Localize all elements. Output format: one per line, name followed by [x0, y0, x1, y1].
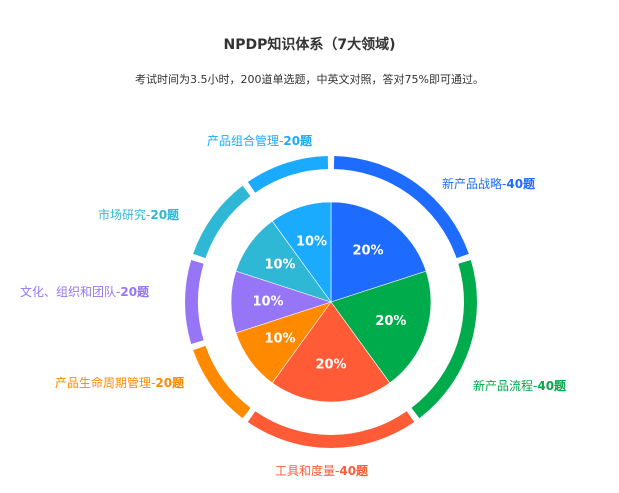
label-culture-organization-team: 文化、组织和团队-20题: [20, 285, 150, 299]
ring-segment-tools: [247, 411, 415, 449]
label-portfolio-management: 产品组合管理-20题: [207, 134, 313, 148]
pie-slice-portfolio: [271, 201, 332, 303]
ring-segment-research: [193, 185, 251, 259]
pie-slice-tools: [271, 301, 391, 403]
percent-label-portfolio: 10%: [296, 235, 327, 250]
ring-segment-lifecycle: [193, 345, 251, 419]
label-new-product-process: 新产品流程-40题: [473, 379, 567, 393]
label-new-product-strategy: 新产品战略-40题: [442, 177, 536, 191]
percent-label-tools: 20%: [315, 358, 346, 373]
ring-segment-culture: [184, 259, 204, 345]
ring-segment-strategy: [333, 156, 469, 259]
ring-segment-portfolio: [247, 156, 329, 193]
label-tools-and-metrics: 工具和度量-40题: [275, 464, 369, 478]
chart-subtitle: 考试时间为3.5小时，200道单选题，中英文对照，答对75%即可通过。: [135, 73, 484, 86]
pie-slice-strategy: [330, 201, 427, 303]
percent-label-process: 20%: [375, 314, 406, 329]
label-product-lifecycle-management: 产品生命周期管理-20题: [55, 376, 185, 390]
percent-label-culture: 10%: [252, 295, 283, 310]
ring-segment-process: [411, 259, 477, 419]
percent-label-strategy: 20%: [352, 244, 383, 259]
chart-title: NPDP知识体系（7大领域): [223, 37, 396, 53]
label-market-research: 市场研究-20题: [98, 208, 180, 222]
pie-slice-process: [330, 270, 432, 384]
percent-label-lifecycle: 10%: [264, 332, 295, 347]
percent-label-research: 10%: [264, 257, 295, 272]
